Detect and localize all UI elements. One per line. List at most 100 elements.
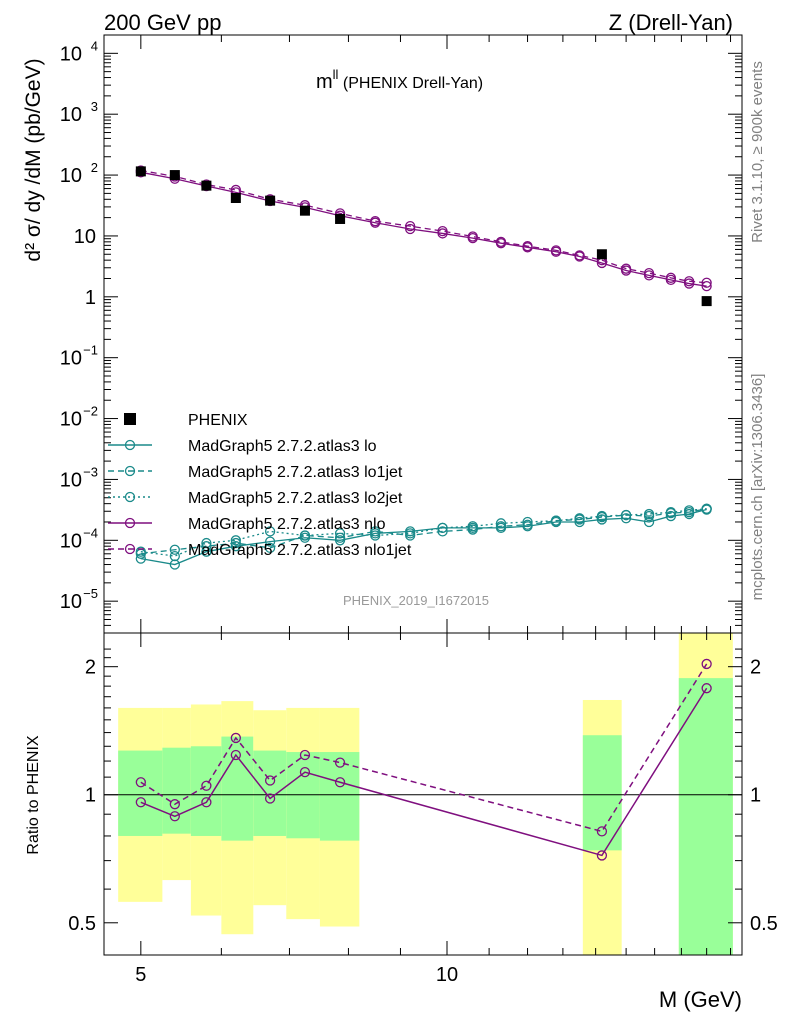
header-right: Z (Drell-Yan): [609, 10, 733, 35]
series-point: [701, 503, 712, 514]
header-left: 200 GeV pp: [104, 10, 221, 35]
series-point: [405, 528, 416, 539]
legend-label: MadGraph5 2.7.2.atlas3 lo2jet: [188, 490, 403, 507]
ratio-band-inner: [190, 746, 222, 836]
ratio-point: [334, 777, 346, 788]
series-point: [437, 225, 448, 237]
legend-label: MadGraph5 2.7.2.atlas3 lo1jet: [188, 464, 403, 481]
phenix-point: [335, 213, 346, 224]
ratio-band-inner: [221, 736, 254, 841]
ratio-point: [596, 850, 608, 861]
plot-frames: [103, 34, 743, 956]
phenix-point: [265, 195, 276, 206]
phenix-point: [299, 205, 310, 216]
legend-marker: [124, 465, 136, 477]
series-point: [299, 530, 311, 541]
series-point: [405, 223, 416, 235]
y-tick-label: 10: [60, 165, 82, 187]
series-point: [169, 550, 180, 562]
plot-label-sup: ll: [333, 67, 339, 82]
series-point: [620, 513, 632, 524]
ratio-point: [596, 826, 608, 837]
ratio-band-inner: [319, 752, 360, 841]
phenix-point: [701, 296, 712, 307]
series-point: [495, 236, 507, 247]
y-tick-exponent: −5: [83, 586, 98, 601]
series-point: [683, 505, 695, 516]
series-point: [230, 537, 241, 549]
series-point: [574, 513, 585, 524]
main-lines: [135, 165, 712, 570]
series-point: [201, 541, 212, 552]
y-tick-exponent: −2: [83, 404, 98, 419]
legend-label: MadGraph5 2.7.2.atlas3 nlo: [188, 516, 386, 533]
ratio-point: [169, 799, 180, 810]
series-point: [135, 553, 146, 564]
series-point: [230, 535, 241, 546]
series-point: [264, 542, 276, 554]
series-point: [665, 272, 677, 283]
y-tick-label: 1: [85, 287, 96, 309]
series-point: [135, 546, 146, 557]
phenix-point: [201, 180, 212, 191]
series-point: [643, 267, 655, 279]
series-point: [264, 536, 276, 547]
ratio-point: [135, 777, 146, 788]
series-point: [574, 516, 585, 528]
series-point: [169, 544, 180, 555]
ylabel-main: d² σ/ dy /dM (pb/GeV): [22, 58, 45, 261]
ratio-series-line: [140, 663, 708, 833]
y-tick-label: 10: [60, 43, 82, 65]
ratio-y-tick-label-left: 2: [85, 657, 96, 679]
ratio-y-tick-label-left: 0.5: [68, 913, 96, 935]
series-point: [467, 524, 478, 535]
y-tick-label: 10: [60, 591, 82, 613]
series-point: [467, 521, 478, 532]
series-point: [230, 541, 241, 552]
side-mcplots: mcplots.cern.ch [arXiv:1306.3436]: [749, 374, 766, 601]
series-point: [334, 528, 346, 539]
series-point: [334, 532, 346, 543]
plot-label-rest: (PHENIX Drell-Yan): [338, 75, 483, 92]
ratio-band-inner: [678, 678, 733, 955]
y-tick-exponent: −4: [83, 525, 98, 540]
series-point: [643, 508, 655, 520]
x-tick-label: 10: [436, 964, 458, 986]
y-tick-exponent: −1: [83, 343, 98, 358]
side-rivet: Rivet 3.1.10, ≥ 900k events: [749, 61, 766, 243]
series-point: [701, 277, 712, 288]
series-point: [643, 516, 655, 528]
series-point: [437, 526, 448, 537]
ratio-point: [201, 780, 212, 791]
y-tick-label: 10: [60, 530, 82, 552]
legend-marker: [124, 517, 136, 529]
phenix-point: [135, 166, 146, 177]
series-point: [201, 537, 212, 549]
series-point: [467, 231, 478, 242]
legend: PHENIX MadGraph5 2.7.2.atlas3 lo MadGraph5…: [108, 412, 412, 559]
y-tick-label: 10: [60, 409, 82, 431]
ratio-band-inner: [582, 735, 622, 851]
legend-marker: [124, 543, 136, 555]
x-tick-label: 5: [135, 964, 146, 986]
ratio-lines: [104, 658, 742, 861]
series-point: [495, 521, 507, 532]
series-line: [140, 508, 707, 566]
series-point: [437, 522, 448, 534]
ratio-point: [701, 658, 712, 670]
series-point: [620, 263, 632, 274]
y-tick-label: 10: [60, 104, 82, 126]
series-line: [140, 508, 707, 557]
y-tick-exponent: 2: [91, 160, 98, 175]
ratio-point: [230, 749, 241, 761]
legend-marker: [124, 439, 136, 451]
phenix-point: [169, 170, 180, 181]
ratio-frame: [103, 632, 743, 956]
series-point: [550, 245, 562, 256]
ratio-point: [299, 749, 311, 761]
ratio-band-inner: [162, 747, 191, 834]
plot-label: mll (PHENIX Drell-Yan): [316, 67, 483, 93]
